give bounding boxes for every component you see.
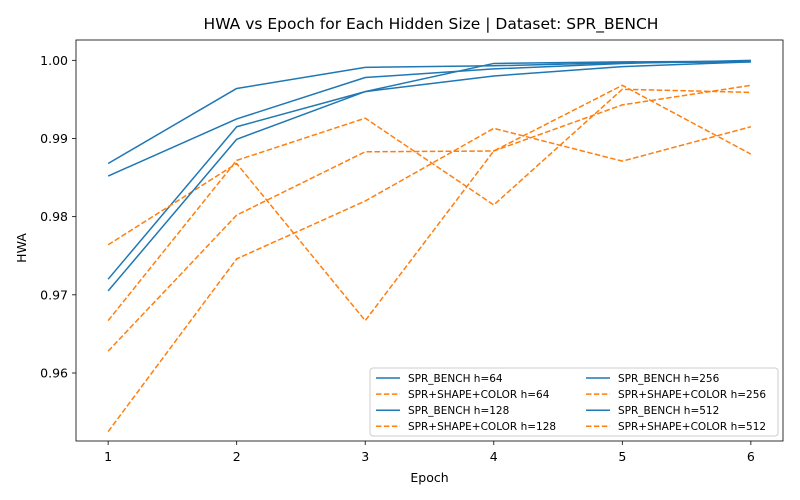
y-tick-label: 0.96 [40, 365, 68, 380]
plot-area: 1 2 3 4 5 6 0.96 0.97 0.98 0.99 1.00 [40, 39, 784, 464]
legend-label: SPR+SHAPE+COLOR h=512 [618, 421, 766, 433]
series-line-1 [107, 61, 751, 280]
series-line-7 [107, 59, 751, 177]
legend: SPR_BENCH h=64 SPR+SHAPE+COLOR h=64 SPR_BE… [369, 367, 779, 437]
y-axis-label: HWA [14, 233, 29, 263]
series-line-5 [107, 60, 751, 292]
legend-label: SPR_BENCH h=64 [408, 373, 503, 385]
x-tick-label: 1 [104, 449, 112, 464]
legend-label: SPR+SHAPE+COLOR h=64 [408, 389, 550, 401]
chart-title: HWA vs Epoch for Each Hidden Size | Data… [204, 15, 659, 34]
series-line-8 [107, 84, 751, 352]
legend-label: SPR+SHAPE+COLOR h=128 [408, 421, 556, 433]
x-tick-label: 3 [361, 449, 369, 464]
plot-frame [75, 39, 784, 442]
x-tick-label: 6 [747, 449, 755, 464]
series-line-2 [107, 88, 751, 322]
series-line-4 [107, 84, 752, 322]
x-tick-label: 4 [490, 449, 498, 464]
y-tick-label: 0.98 [40, 209, 68, 224]
legend-label: SPR_BENCH h=128 [408, 405, 509, 417]
x-tick-label: 2 [233, 449, 241, 464]
legend-box [369, 367, 779, 437]
y-tick-label: 0.99 [40, 131, 68, 146]
x-tick-label: 5 [618, 449, 626, 464]
y-tick-label: 1.00 [40, 53, 68, 68]
y-tick-label: 0.97 [40, 287, 68, 302]
legend-label: SPR_BENCH h=256 [618, 373, 720, 385]
series-line-6 [107, 126, 752, 433]
x-axis-label: Epoch [410, 470, 448, 485]
legend-label: SPR+SHAPE+COLOR h=256 [618, 389, 766, 401]
legend-label: SPR_BENCH h=512 [618, 405, 719, 417]
